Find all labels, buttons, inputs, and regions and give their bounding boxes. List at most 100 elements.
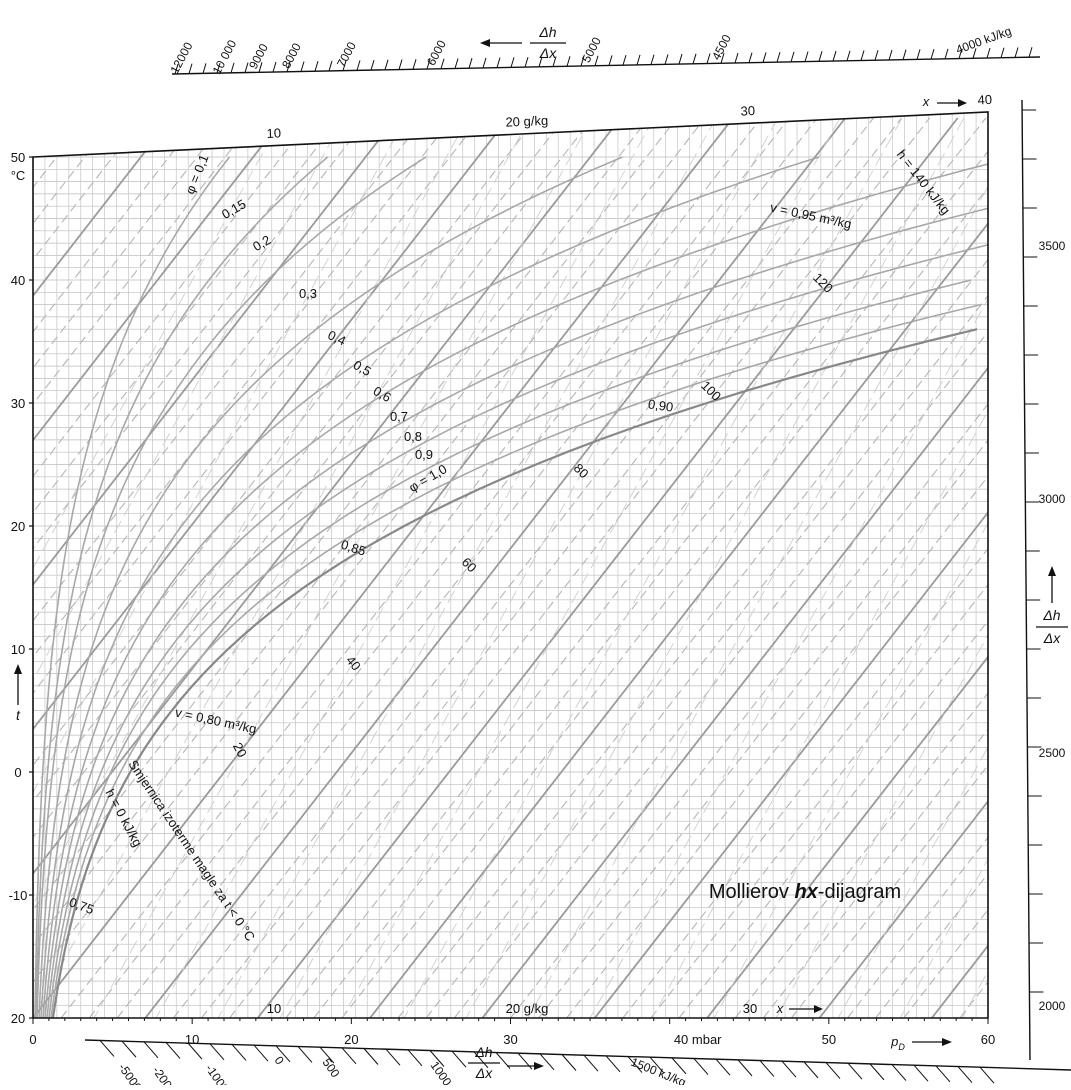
top-scale-tick <box>735 53 738 63</box>
p-tick-label: 10 <box>185 1032 199 1047</box>
top-scale-tick <box>357 60 360 70</box>
bottom-scale-tick <box>298 1046 312 1062</box>
top-scale-tick <box>455 58 458 68</box>
x-top-arrowhead <box>958 99 967 107</box>
top-scale-label: 7000 <box>334 39 359 69</box>
top-scale-tick <box>623 55 626 65</box>
top-scale-tick <box>833 51 836 61</box>
t-tick-label: 10 <box>11 642 25 657</box>
bottom-scale-tick <box>518 1053 532 1069</box>
bottom-scale-tick <box>584 1055 598 1071</box>
top-scale-tick <box>679 54 682 64</box>
property-curves <box>0 118 1071 1058</box>
top-scale-tick <box>917 49 920 59</box>
top-scale-tick <box>819 51 822 61</box>
volume-line <box>196 118 716 1058</box>
enthalpy-label: 80 <box>571 460 592 481</box>
top-scale-label: 12000 <box>167 40 195 76</box>
bottom-scale-tick <box>804 1062 818 1078</box>
enthalpy-label: h = 0 kJ/kg <box>103 786 146 849</box>
bottom-scale-tick <box>936 1066 950 1082</box>
top-scale-tick <box>903 50 906 60</box>
bottom-scale-tick <box>980 1067 994 1083</box>
top-scale-tick <box>315 61 318 71</box>
top-scale-tick <box>441 59 444 69</box>
volume-line <box>816 118 1071 1058</box>
p-tick-label: 20 <box>344 1032 358 1047</box>
x-top-axis-label: x <box>922 94 930 109</box>
volume-line <box>1064 118 1071 1058</box>
top-dhdx-den: Δx <box>539 45 557 61</box>
top-scale-tick <box>301 61 304 71</box>
bottom-scale-tick <box>254 1045 268 1061</box>
humidity-label: 0,3 <box>299 286 317 301</box>
bottom-scale-tick <box>848 1063 862 1079</box>
chart-title: Mollierov hx-dijagram <box>709 881 901 903</box>
bottom-scale-tick <box>694 1059 708 1075</box>
t-tick-label: 40 <box>11 273 25 288</box>
top-scale-label: 10 000 <box>210 37 240 76</box>
bottom-scale-tick <box>782 1061 796 1077</box>
top-scale-tick <box>763 52 766 62</box>
x-bottom-label: 30 <box>743 1001 757 1016</box>
x-top-label: 30 <box>740 103 755 119</box>
top-scale-tick <box>399 60 402 70</box>
bottom-dhdx-arrowhead <box>534 1062 544 1070</box>
volume-label: v = 0,80 m³/kg <box>174 705 258 737</box>
bottom-scale-tick <box>122 1041 136 1057</box>
volume-line <box>258 118 778 1058</box>
top-scale-tick <box>511 57 514 67</box>
top-scale-tick <box>385 60 388 70</box>
x-top-label: 20 g/kg <box>505 113 548 130</box>
top-scale-label: 8000 <box>279 40 304 70</box>
p-tick-label: 0 <box>29 1032 36 1047</box>
bottom-scale-tick <box>892 1065 906 1081</box>
top-scale-tick <box>1029 47 1032 57</box>
enthalpy-label: 60 <box>459 554 480 575</box>
top-scale-tick <box>875 50 878 60</box>
p-tick-label: 30 <box>503 1032 517 1047</box>
bottom-scale-tick <box>958 1067 972 1083</box>
top-scale-tick <box>861 51 864 61</box>
bottom-scale-tick <box>716 1059 730 1075</box>
volume-line <box>1002 118 1071 1058</box>
t-tick-label: 20 <box>11 1011 25 1026</box>
bottom-scale-tick <box>870 1064 884 1080</box>
right-scale-label: 3500 <box>1039 239 1066 253</box>
top-scale-tick <box>567 56 570 66</box>
top-scale-label: 9000 <box>246 41 271 71</box>
t-tick-label: 0 <box>14 765 21 780</box>
enthalpy-label: 40 <box>343 653 364 674</box>
top-scale-tick <box>483 58 486 68</box>
right-dhdx-num: Δh <box>1042 607 1060 623</box>
x-top-label: 10 <box>266 125 281 141</box>
right-scale-label: 2500 <box>1039 746 1066 760</box>
bottom-scale-tick <box>826 1063 840 1079</box>
top-dhdx-arrowhead <box>480 39 490 47</box>
top-scale-tick <box>637 55 640 65</box>
bottom-scale-label: -2000 <box>150 1064 179 1085</box>
volume-line <box>692 118 1071 1058</box>
top-scale-tick <box>987 48 990 58</box>
top-scale-tick <box>609 55 612 65</box>
top-scale-tick <box>189 64 192 74</box>
top-scale-label: 4500 <box>709 32 734 62</box>
t-axis-label: t <box>16 707 21 723</box>
humidity-label: 0,8 <box>404 429 422 444</box>
bottom-scale-tick <box>760 1061 774 1077</box>
top-dhdx-scale <box>172 57 1040 74</box>
right-scale-label: 3000 <box>1039 492 1066 506</box>
bottom-scale-tick <box>210 1044 224 1060</box>
top-scale-tick <box>497 58 500 68</box>
bottom-scale-label: 500 <box>320 1056 343 1081</box>
top-scale-tick <box>931 49 934 59</box>
volume-label: 0,90 <box>647 396 674 414</box>
volume-line <box>10 118 530 1058</box>
bottom-scale-label: 1500 kJ/kg <box>629 1055 688 1085</box>
bottom-dhdx-num: Δh <box>474 1044 492 1060</box>
bottom-dhdx-scale <box>85 1040 1071 1070</box>
top-scale-tick <box>805 52 808 62</box>
top-scale-tick <box>469 58 472 68</box>
